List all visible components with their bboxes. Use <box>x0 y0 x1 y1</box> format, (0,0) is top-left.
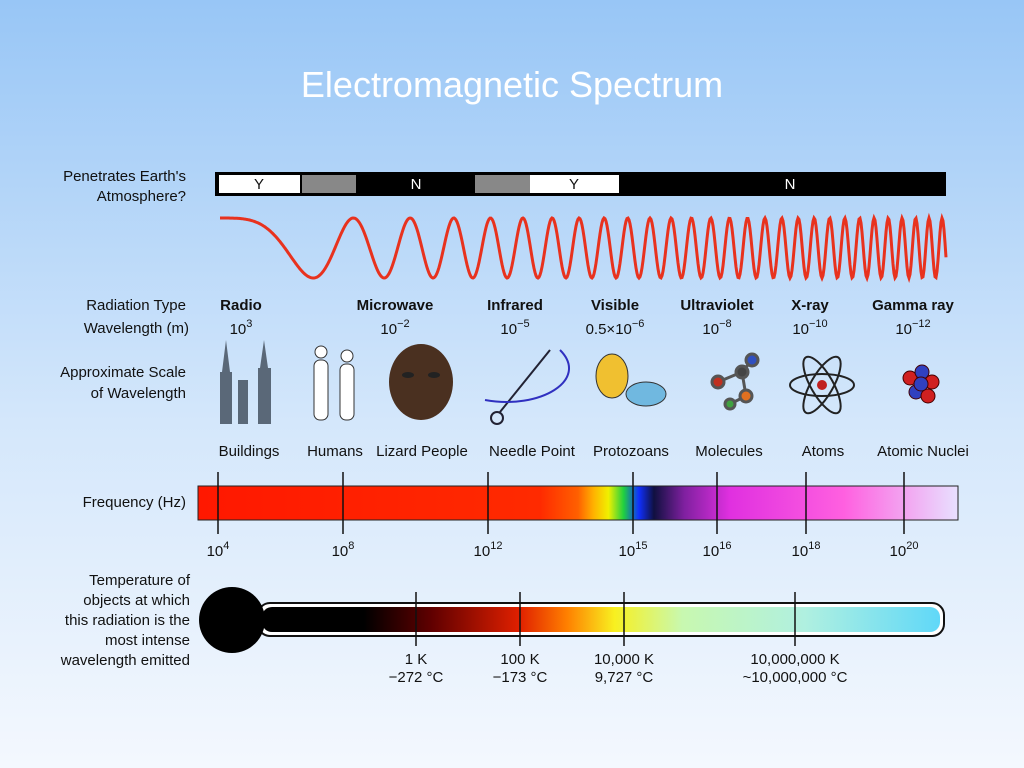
frequency-tick-label-exponent: 18 <box>808 540 820 552</box>
icon-protozoa <box>595 353 667 407</box>
frequency-tick-label: 1012 <box>474 540 503 560</box>
wavelength-exponent: 3 <box>246 318 252 330</box>
scale-item: Atoms <box>802 443 845 460</box>
wavelength: 10−2 <box>380 318 409 338</box>
wavelength: 10−12 <box>895 318 930 338</box>
wavelength-exponent: −10 <box>809 318 828 330</box>
kelvin-label: 1 K <box>405 651 428 668</box>
frequency-tick-label: 108 <box>332 540 355 560</box>
celsius-label: −173 °C <box>493 669 548 686</box>
celsius-label: 9,727 °C <box>595 669 654 686</box>
frequency-tick-label: 104 <box>207 540 230 560</box>
thermometer-bulb <box>199 587 265 653</box>
wavelength-exponent: −6 <box>632 318 645 330</box>
wavelength-label: Wavelength (m) <box>84 320 189 337</box>
scale-item: Buildings <box>219 443 280 460</box>
celsius-label: ~10,000,000 °C <box>743 669 848 686</box>
segment-label: Y <box>569 176 579 193</box>
wavelength-base: 10 <box>702 321 719 338</box>
radiation-type: Microwave <box>357 297 434 314</box>
segment-partial <box>302 175 356 193</box>
scale-item: Molecules <box>695 443 763 460</box>
temperature-label: Temperature of <box>89 572 191 589</box>
segment-open <box>530 175 619 193</box>
radiation-type: Ultraviolet <box>680 297 753 314</box>
frequency-tick-label: 1020 <box>890 540 919 560</box>
scale-item: Atomic Nuclei <box>877 443 969 460</box>
radiation-type: Infrared <box>487 297 543 314</box>
icon-lizard <box>389 344 453 420</box>
frequency-tick-label-base: 10 <box>207 543 224 560</box>
frequency-tick-label-base: 10 <box>619 543 636 560</box>
frequency-bar <box>197 485 959 521</box>
frequency-tick-label-exponent: 8 <box>348 540 354 552</box>
wavelength: 10−5 <box>500 318 529 338</box>
wavelength-exponent: −8 <box>719 318 732 330</box>
scale-item: Needle Point <box>489 443 576 460</box>
wavelength-base: 10 <box>895 321 912 338</box>
scale-item: Protozoans <box>593 443 669 460</box>
radiation-type: Visible <box>591 297 639 314</box>
celsius-label: −272 °C <box>389 669 444 686</box>
wavelength-base: 0.5×10 <box>586 321 632 338</box>
segment-label: Y <box>254 176 264 193</box>
icon-nucleus <box>902 364 940 404</box>
frequency-label: Frequency (Hz) <box>83 494 186 511</box>
radiation-type: Gamma ray <box>872 297 954 314</box>
frequency-tick-label-exponent: 12 <box>490 540 502 552</box>
frequency-tick-label-base: 10 <box>332 543 349 560</box>
atmosphere-label: Atmosphere? <box>97 188 186 205</box>
kelvin-label: 100 K <box>500 651 539 668</box>
wavelength-base: 10 <box>230 321 247 338</box>
wavelength: 10−8 <box>702 318 731 338</box>
frequency-tick-label-base: 10 <box>890 543 907 560</box>
temperature-label: most intense <box>105 632 190 649</box>
frequency-tick-label-exponent: 4 <box>223 540 229 552</box>
wavelength-exponent: −5 <box>517 318 530 330</box>
segment-open <box>219 175 300 193</box>
kelvin-label: 10,000 K <box>594 651 654 668</box>
frequency-tick-label-exponent: 16 <box>719 540 731 552</box>
wave <box>220 212 948 283</box>
segment-label: N <box>411 176 422 193</box>
wavelength-exponent: −12 <box>912 318 931 330</box>
icon-buildings <box>220 340 271 424</box>
wavelength-base: 10 <box>500 321 517 338</box>
segment-partial <box>475 175 530 193</box>
wavelength-base: 10 <box>792 321 809 338</box>
scale-label: of Wavelength <box>91 385 186 402</box>
frequency-tick-label: 1016 <box>703 540 732 560</box>
wavelength-base: 10 <box>380 321 397 338</box>
icon-humans <box>313 345 355 421</box>
temperature-label: wavelength emitted <box>60 652 190 669</box>
thermometer-tube <box>262 607 940 632</box>
scale-item: Lizard People <box>376 443 468 460</box>
frequency-tick-label-base: 10 <box>703 543 720 560</box>
frequency-tick-label: 1015 <box>619 540 648 560</box>
icon-molecule <box>710 352 760 411</box>
wavelength: 103 <box>230 318 253 338</box>
wavelength: 10−10 <box>792 318 827 338</box>
frequency-tick-label-base: 10 <box>792 543 809 560</box>
atmosphere-label: Penetrates Earth's <box>63 168 186 185</box>
scale-label: Approximate Scale <box>60 364 186 381</box>
radiation-type: Radio <box>220 297 262 314</box>
radiation-type: X-ray <box>791 297 829 314</box>
kelvin-label: 10,000,000 K <box>750 651 839 668</box>
frequency-tick-label-exponent: 20 <box>906 540 918 552</box>
title: Electromagnetic Spectrum <box>301 64 723 105</box>
frequency-tick-label-base: 10 <box>474 543 491 560</box>
icon-needle <box>484 349 570 425</box>
segment-label: N <box>785 176 796 193</box>
frequency-tick-label-exponent: 15 <box>635 540 647 552</box>
radiation-type-label: Radiation Type <box>86 297 186 314</box>
temperature-label: this radiation is the <box>65 612 190 629</box>
icon-atom <box>789 355 855 415</box>
wavelength-exponent: −2 <box>397 318 410 330</box>
scale-item: Humans <box>307 443 363 460</box>
frequency-tick-label: 1018 <box>792 540 821 560</box>
wavelength: 0.5×10−6 <box>586 318 645 338</box>
temperature-label: objects at which <box>83 592 190 609</box>
